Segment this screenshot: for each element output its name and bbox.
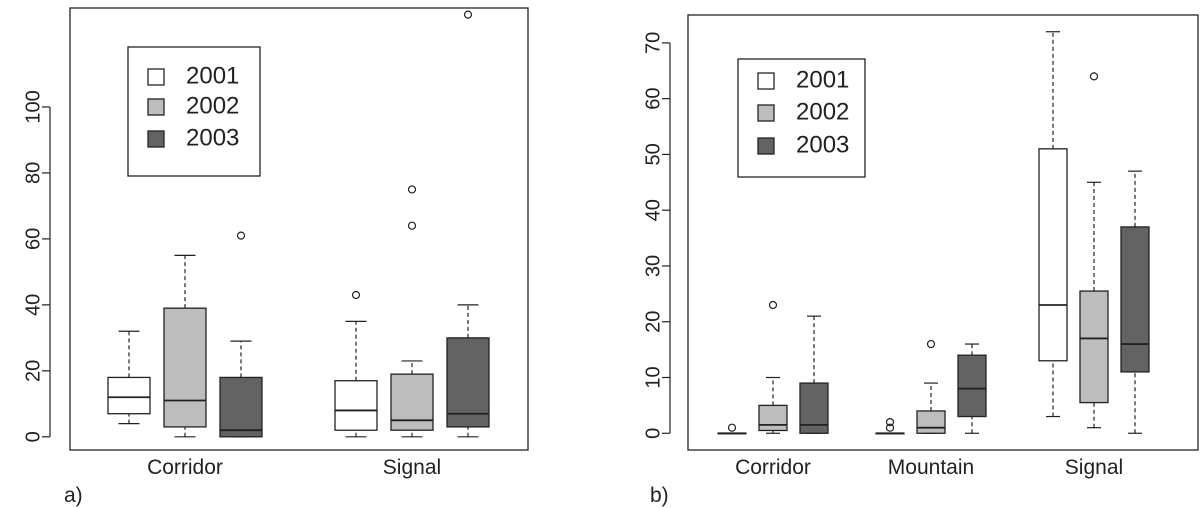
panel-b-y-tick-label: 40 [642,199,664,221]
panel-b-y-tick-label: 70 [642,32,664,54]
panel-a-y-tick-label: 0 [22,431,44,442]
panel-a-y-tick-label: 60 [22,228,44,250]
panel-a-box-2002 [164,308,206,427]
panel-a-y-tick-label: 100 [22,90,44,123]
panel-b-y-tick-label: 20 [642,311,664,333]
panel-b-box-2002 [759,405,787,430]
panel-b-legend-label: 2002 [796,98,849,125]
panel-b-y-tick-label: 0 [642,428,664,439]
panel-a-legend-swatch [148,69,164,85]
panel-a-x-category-label: Signal [383,456,441,479]
panel-b-box-2002 [917,411,945,433]
panel-b-y-tick-label: 30 [642,255,664,277]
panel-a-outlier-point [353,291,360,298]
panel-b-outlier-point [1091,73,1098,80]
panel-a-box-2001 [335,381,377,430]
panel-a-y-tick-label: 20 [22,360,44,382]
panel-b-legend-swatch [758,138,774,154]
panel-a-panel-label: a) [64,484,83,507]
panel-a-boxplot: 0 20 40 60 80 100 Corridor Signal 2001 2002 2003 a) [22,8,528,507]
panel-b-y-tick-label: 60 [642,88,664,110]
panel-a-outlier-point [465,11,472,18]
panel-b-legend-swatch [758,105,774,121]
panel-a-x-category-label: Corridor [147,456,223,479]
panel-a-y-tick-label: 80 [22,162,44,184]
panel-a-box-2002 [391,374,433,430]
panel-b-x-category-label: Signal [1065,456,1123,479]
panel-a-legend-label: 2002 [186,92,239,119]
panel-b-y-tick-label: 50 [642,143,664,165]
panel-b-boxplot: 0 10 20 30 40 50 60 70 Corridor Mountain Signal 200… [642,15,1198,507]
panel-a-legend-label: 2001 [186,62,239,89]
panel-b-box-2002 [1080,291,1108,403]
panel-b-outlier-point [770,302,777,309]
panel-b-legend-swatch [758,73,774,89]
panel-a-outlier-point [238,232,245,239]
panel-a-box-2003 [220,377,262,436]
panel-a-outlier-point [409,222,416,229]
panel-b-outlier-point [928,341,935,348]
panel-b-box-2003 [958,355,986,416]
panel-b-panel-label: b) [650,484,669,507]
panel-b-outlier-point [729,424,736,431]
panel-a-legend-swatch [148,131,164,147]
panel-a-y-tick-label: 40 [22,294,44,316]
panel-b-legend-label: 2001 [796,66,849,93]
panel-b-box-2001 [1039,149,1067,361]
panel-a-box-2001 [108,377,150,413]
panel-a-legend-label: 2003 [186,124,239,151]
panel-a-legend-swatch [148,99,164,115]
panel-b-x-category-label: Corridor [735,456,811,479]
panel-b-y-tick-label: 10 [642,366,664,388]
panel-a-outlier-point [409,186,416,193]
panel-b-x-category-label: Mountain [888,456,974,479]
panel-b-box-2003 [1121,227,1149,372]
panel-b-legend-label: 2003 [796,131,849,158]
